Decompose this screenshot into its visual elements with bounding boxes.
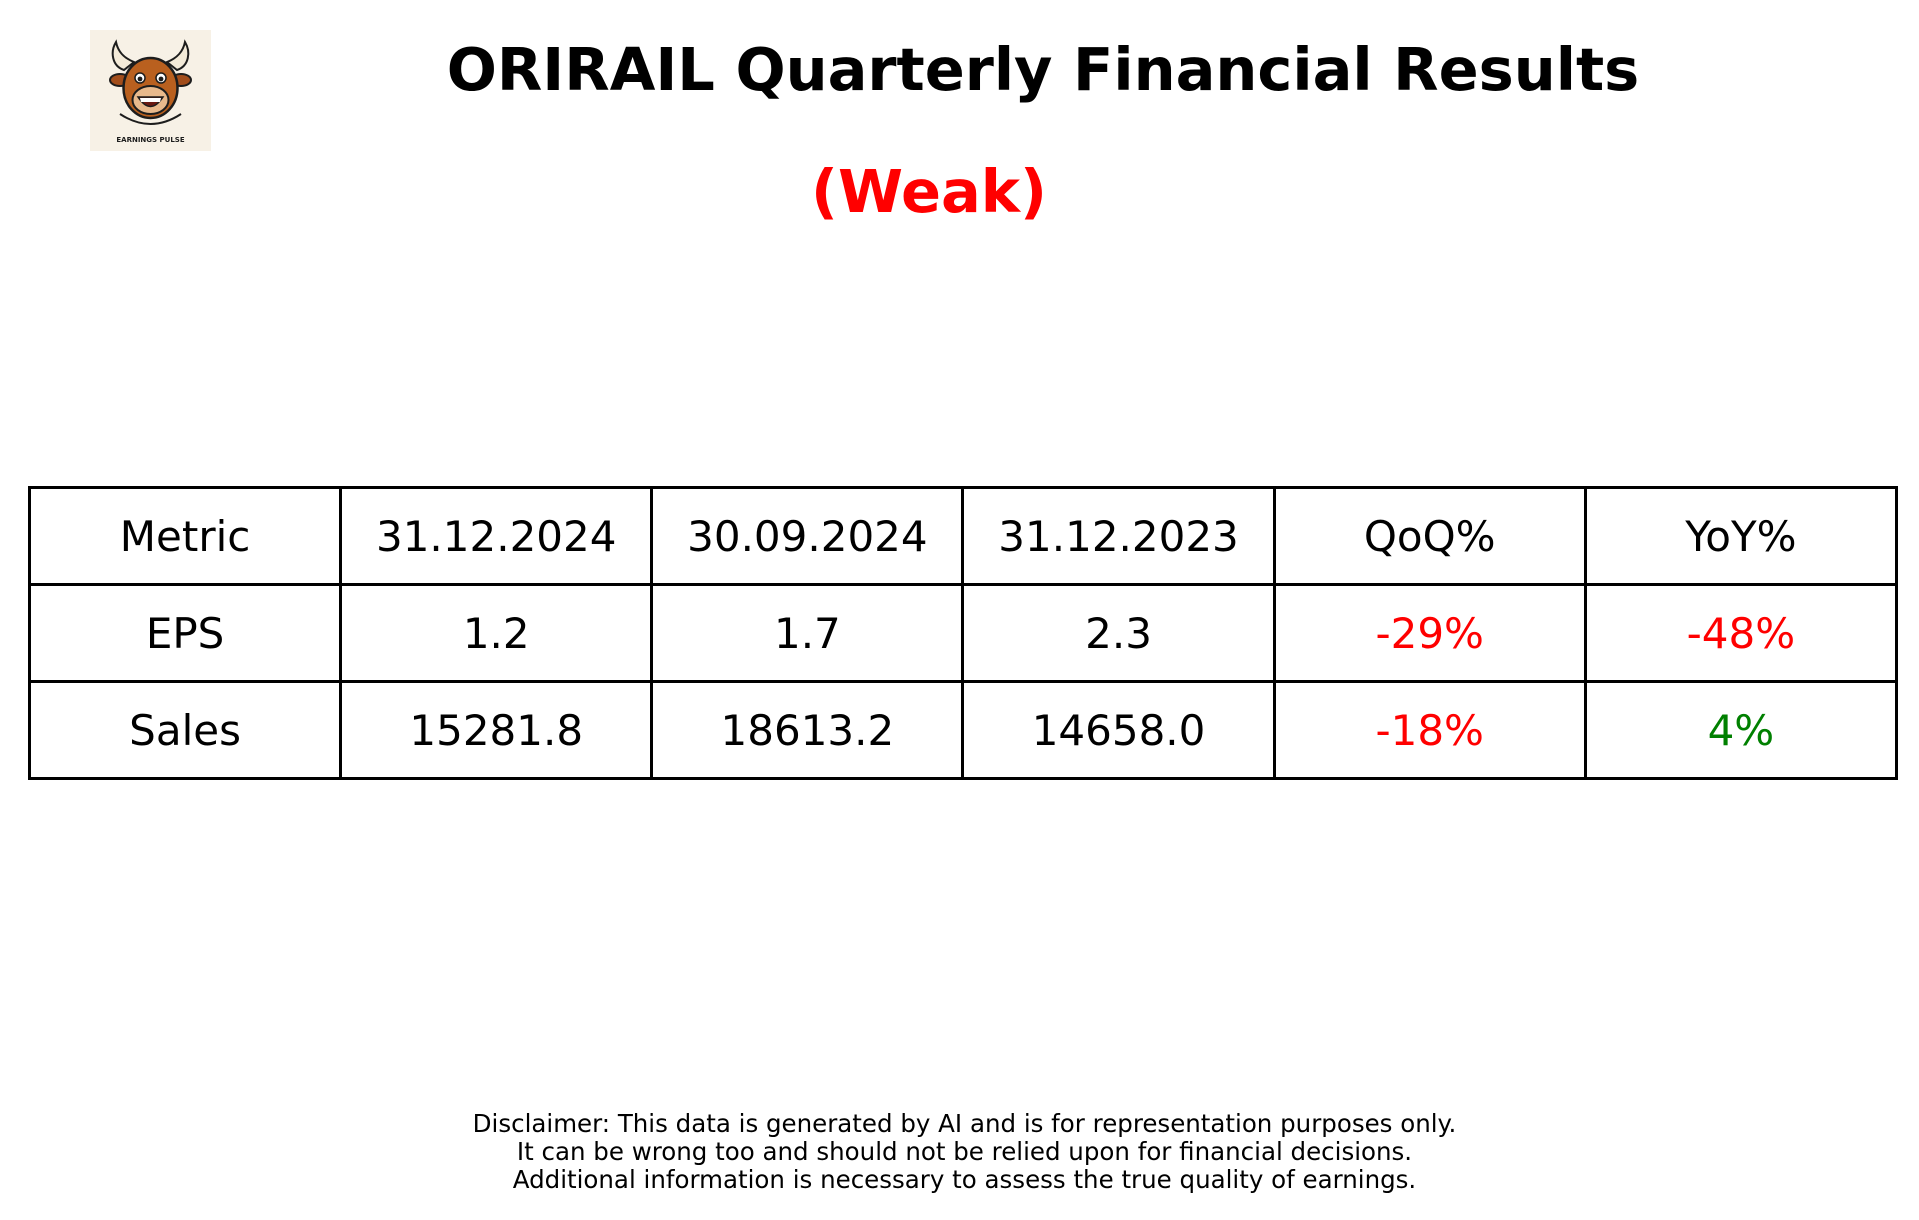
header-cell-metric: Metric xyxy=(27,486,343,586)
table-row: Sales 15281.8 18613.2 14658.0 -18% 4% xyxy=(27,680,1899,780)
disclaimer: Disclaimer: This data is generated by AI… xyxy=(0,1110,1919,1194)
header-cell-q1: 31.12.2024 xyxy=(339,486,654,586)
cell-value: 15281.8 xyxy=(339,680,654,780)
rating-label: (Weak) xyxy=(811,157,1047,226)
cell-value: 14658.0 xyxy=(961,680,1276,780)
cell-qoq: -29% xyxy=(1272,583,1587,683)
cell-value: 1.7 xyxy=(650,583,965,683)
cell-value: 18613.2 xyxy=(650,680,965,780)
earnings-pulse-logo: EARNINGS PULSE xyxy=(90,30,211,151)
header-cell-q3: 31.12.2023 xyxy=(961,486,1276,586)
cell-metric: Sales xyxy=(27,680,343,780)
header-cell-qoq: QoQ% xyxy=(1272,486,1587,586)
disclaimer-line: Additional information is necessary to a… xyxy=(512,1165,1417,1194)
page-title: ORIRAIL Quarterly Financial Results xyxy=(446,35,1640,104)
header-cell-yoy: YoY% xyxy=(1583,486,1899,586)
cell-metric: EPS xyxy=(27,583,343,683)
cell-value: 1.2 xyxy=(339,583,654,683)
cell-qoq: -18% xyxy=(1272,680,1587,780)
header-cell-q2: 30.09.2024 xyxy=(650,486,965,586)
cell-yoy: -48% xyxy=(1583,583,1899,683)
bull-mascot-icon: EARNINGS PULSE xyxy=(109,39,192,144)
logo-text: EARNINGS PULSE xyxy=(116,136,184,144)
table-header-row: Metric 31.12.2024 30.09.2024 31.12.2023 … xyxy=(27,486,1899,586)
disclaimer-line: Disclaimer: This data is generated by AI… xyxy=(472,1109,1457,1138)
cell-value: 2.3 xyxy=(961,583,1276,683)
cell-yoy: 4% xyxy=(1583,680,1899,780)
results-table: Metric 31.12.2024 30.09.2024 31.12.2023 … xyxy=(27,486,1899,780)
table-row: EPS 1.2 1.7 2.3 -29% -48% xyxy=(27,583,1899,683)
disclaimer-line: It can be wrong too and should not be re… xyxy=(516,1137,1413,1166)
